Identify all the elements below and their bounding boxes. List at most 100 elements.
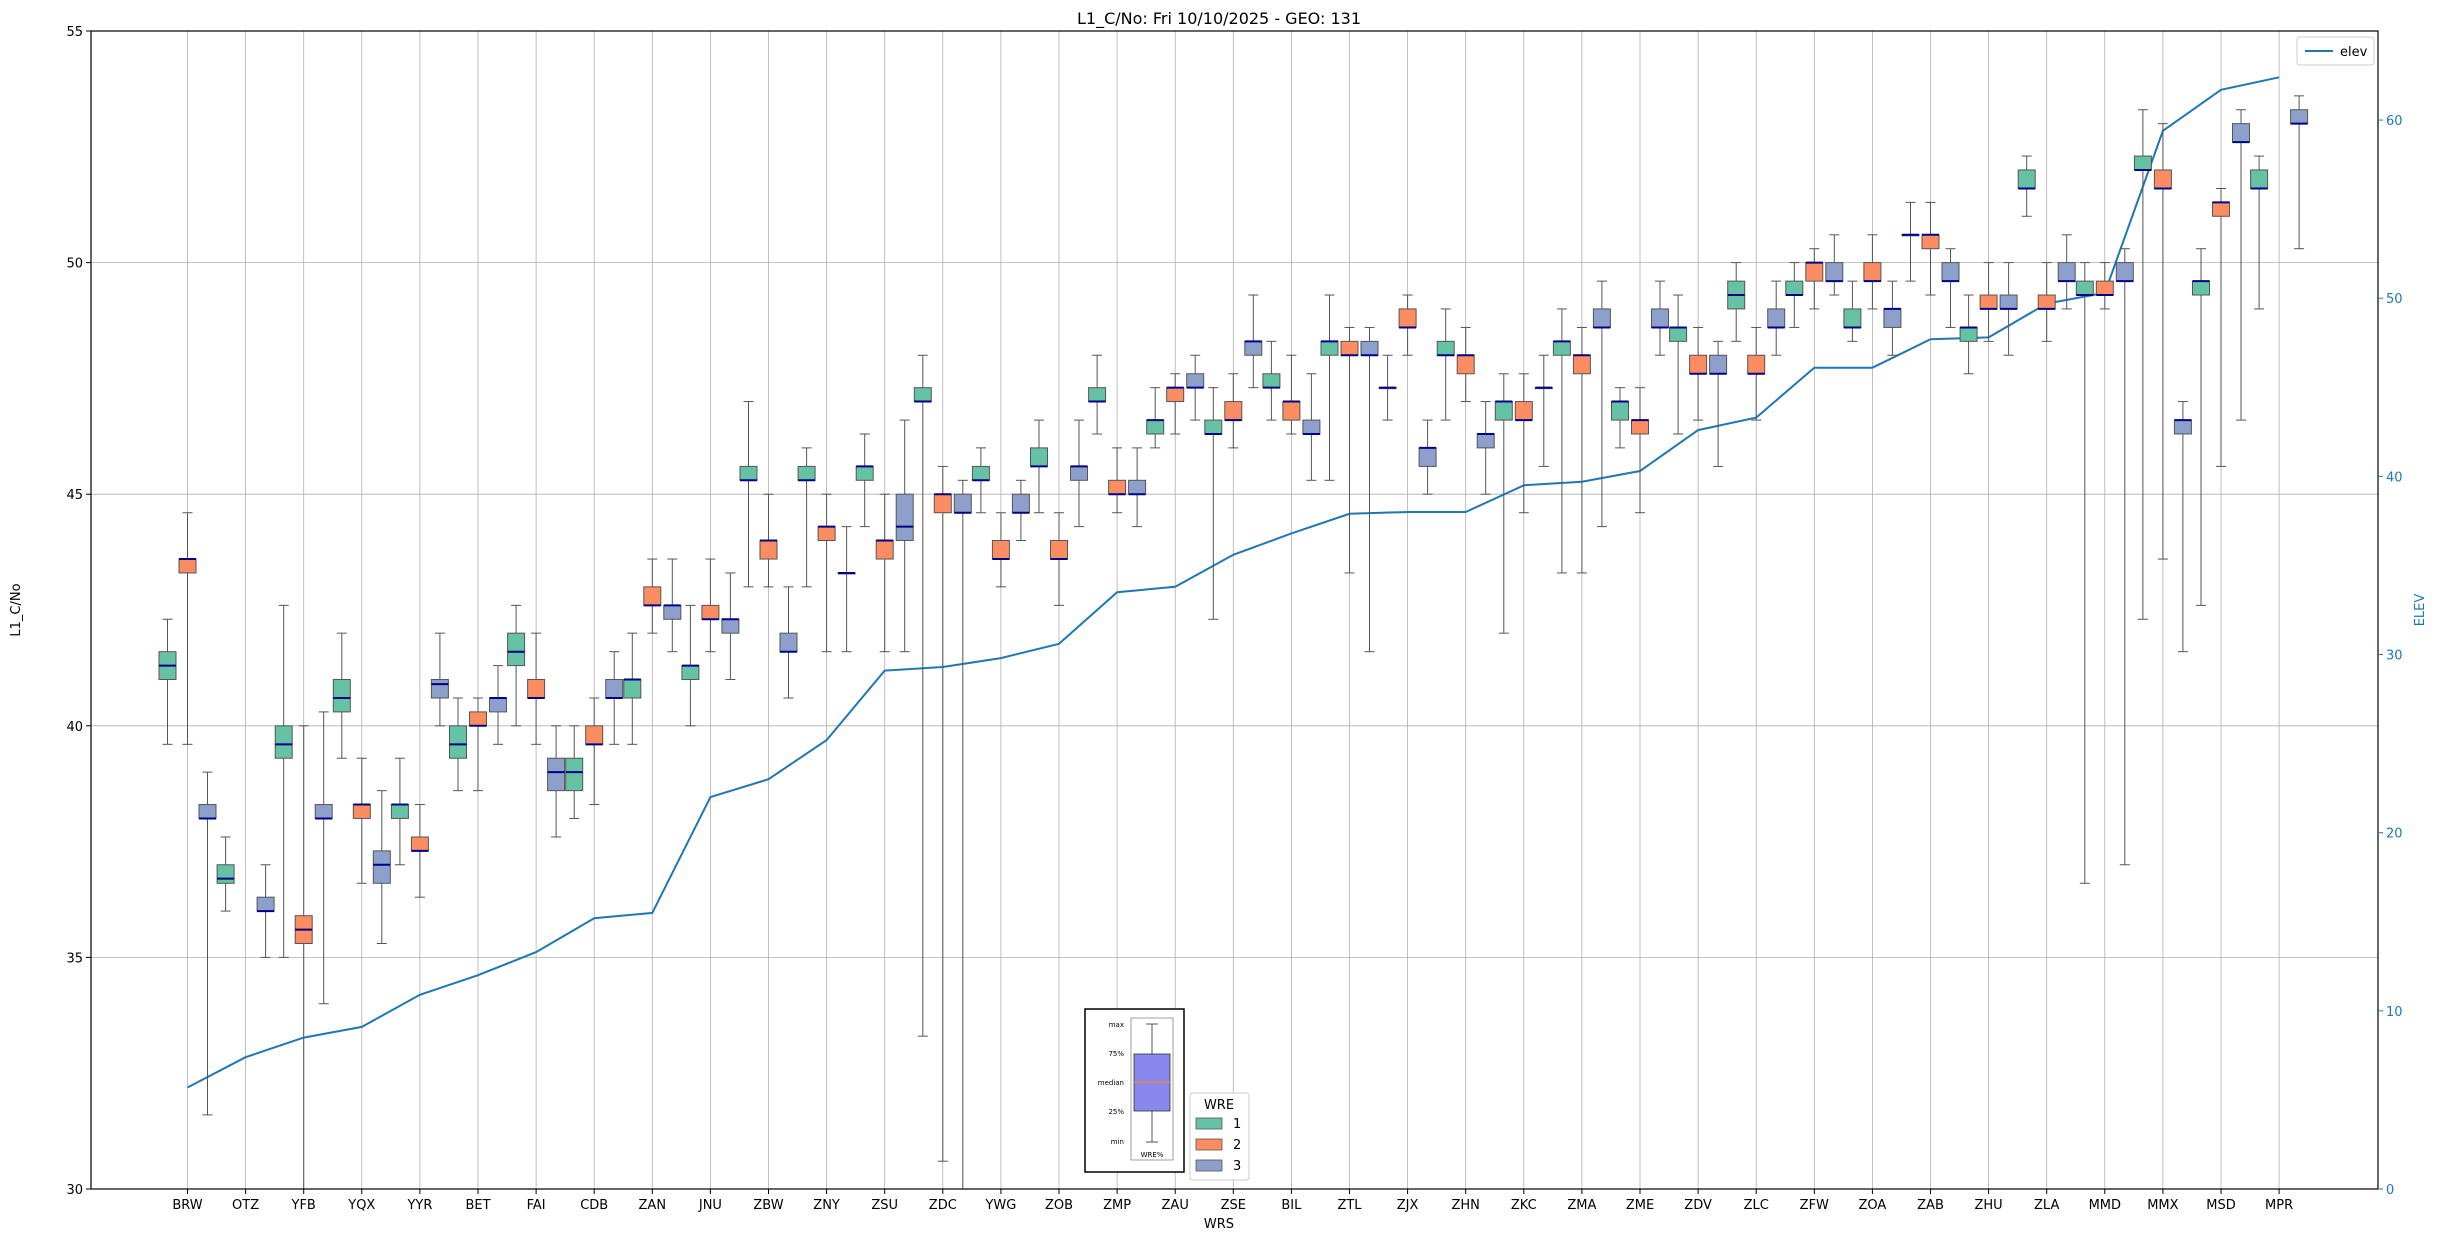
box-ZDC-wre3 [953,479,972,1190]
box-body [1436,340,1455,356]
box-ZMP-wre3 [1128,447,1147,528]
box-body [1070,465,1088,481]
box-body [1262,373,1281,389]
y2-tick-label: 0 [2386,1183,2394,1198]
box-body [701,604,720,620]
box-body [2290,109,2309,125]
box-body [1146,419,1165,435]
box-ZAN-wre1 [623,632,642,745]
box-ZJX-wre1 [1378,354,1397,421]
box-body [1747,354,1766,375]
x-tick-label: ZLC [1744,1198,1769,1213]
x-tick-label: ZHN [1451,1198,1479,1213]
box-ZOB-wre1 [1030,419,1048,514]
box-body [1166,387,1185,403]
box-ZTL-wre2 [1340,326,1359,574]
box-CDB-wre2 [585,697,604,806]
x-tick-label: ZBW [753,1198,783,1213]
box-ZTL-wre3 [1360,326,1379,653]
box-ZLC-wre2 [1747,326,1766,421]
y2-tick-label: 10 [2386,1005,2403,1020]
box-body [256,896,275,912]
x-tick-label: MPR [2265,1198,2293,1213]
box-ZJX-wre2 [1398,294,1417,356]
box-body [2057,262,2076,282]
wre-legend-swatch-3 [1195,1159,1223,1172]
box-body [1767,308,1786,328]
box-body [1941,262,1960,282]
box-body [469,711,487,727]
box-body [1456,354,1475,375]
box-MMD-wre1 [2075,262,2094,884]
box-body [178,558,197,574]
box-body [1592,308,1611,328]
box-ZME-wre1 [1611,387,1629,449]
box-ZNY-wre2 [817,493,836,653]
box-MSD-wre3 [2232,109,2250,421]
box-OTZ-wre3 [256,864,275,958]
x-tick-label: BIL [1281,1198,1302,1213]
x-tick-label: ZOA [1858,1198,1886,1213]
box-ZAN-wre2 [643,558,662,634]
box-body [1883,308,1902,328]
box-body [2133,155,2152,171]
x-tick-label: BET [465,1198,490,1213]
box-body [1224,401,1243,421]
box-ZOA-wre3 [1883,280,1902,356]
y2-tick-label: 30 [2386,649,2403,664]
chart-title: L1_C/No: Fri 10/10/2025 - GEO: 131 [1077,9,1361,29]
y-tick-label: 50 [66,257,83,272]
box-BIL-wre1 [1262,340,1281,421]
box-body [895,493,914,542]
box-body [2192,280,2210,296]
box-ZJX-wre3 [1418,419,1437,495]
box-body [2250,169,2269,189]
wre-legend-swatch-1 [1195,1117,1223,1130]
box-ZHU-wre1 [1959,294,1978,375]
box-body [1669,326,1688,342]
box-MMX-wre2 [2153,123,2172,560]
x-tick-label: ZKC [1511,1198,1537,1213]
box-body [1611,401,1629,421]
x-tick-label: ZFW [1800,1198,1829,1213]
box-ZLA-wre2 [2037,262,2056,342]
box-MPR-wre3 [2290,95,2309,250]
box-FAI-wre3 [547,725,566,838]
x-tick-label: JNU [698,1198,722,1213]
box-BET-wre3 [489,665,507,745]
box-JNU-wre3 [721,572,740,680]
box-body [1959,326,1978,342]
y2-tick-label: 40 [2386,470,2403,485]
box-ZOA-wre2 [1863,234,1882,310]
box-MSD-wre1 [2192,248,2210,606]
box-MPR-wre1 [2250,155,2269,310]
box-body [1050,540,1068,560]
y-tick-label: 30 [66,1183,83,1198]
x-tick-label: ZAB [1917,1198,1944,1213]
x-tick-label: ZHU [1974,1198,2002,1213]
box-ZKC-wre1 [1494,373,1513,634]
box-ZAU-wre1 [1146,387,1165,449]
box-ZLC-wre3 [1767,280,1786,356]
box-BRW-wre3 [198,771,217,1116]
box-BET-wre1 [449,697,467,792]
box-YWG-wre3 [1011,479,1030,542]
box-ZHU-wre2 [1979,262,1998,342]
box-ZME-wre3 [1651,280,1669,356]
box-body [1476,433,1495,449]
box-body [1494,401,1513,421]
wre-legend-label-3: 3 [1233,1159,1241,1174]
box-JNU-wre2 [701,558,720,653]
inset-caption: WRE% [1141,1151,1164,1159]
box-body [1825,262,1844,282]
x-tick-label: OTZ [232,1198,259,1213]
box-BET-wre2 [469,697,487,792]
box-ZOB-wre2 [1050,512,1068,606]
box-body [855,465,874,481]
y2-tick-label: 20 [2386,827,2403,842]
y-tick-label: 35 [66,951,83,966]
box-ZDV-wre1 [1669,294,1688,435]
box-body [875,540,894,560]
left-y-axis: 30 35 40 45 50 55 [66,25,91,1198]
